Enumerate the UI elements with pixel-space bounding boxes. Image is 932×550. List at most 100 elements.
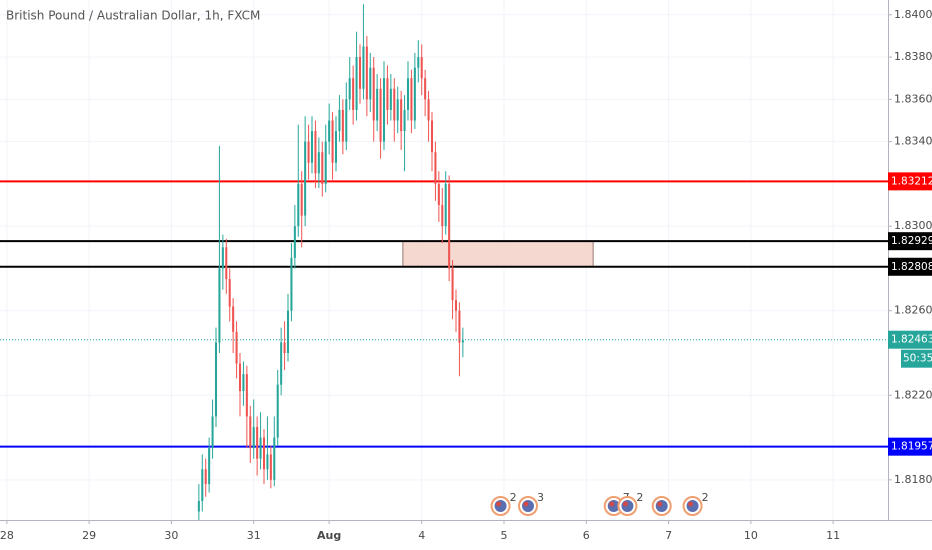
candle-body bbox=[461, 340, 464, 343]
candle-body bbox=[300, 183, 303, 216]
candle-body bbox=[259, 437, 262, 459]
x-tick-label: Aug bbox=[317, 529, 341, 542]
event-flag bbox=[494, 500, 507, 512]
event-count: 2 bbox=[636, 491, 643, 504]
x-tick-label: 7 bbox=[665, 529, 672, 542]
candle-body bbox=[345, 99, 348, 142]
candle-body bbox=[269, 454, 272, 480]
candle-body bbox=[238, 363, 242, 392]
candle-body bbox=[204, 469, 207, 485]
x-tick-label: 11 bbox=[826, 529, 840, 542]
candle-body bbox=[290, 257, 293, 311]
candle-body bbox=[197, 500, 200, 512]
event-flag-detail bbox=[657, 501, 663, 507]
candle-body bbox=[376, 88, 379, 121]
candle-body bbox=[372, 67, 375, 121]
zone bbox=[402, 240, 594, 268]
event-flag-detail bbox=[609, 501, 615, 507]
chart-title: British Pound / Australian Dollar, 1h, F… bbox=[6, 9, 260, 23]
candle-body bbox=[379, 88, 382, 142]
x-tick-label: 28 bbox=[0, 529, 14, 542]
event-flag-detail bbox=[496, 501, 502, 507]
last-price-box bbox=[888, 330, 932, 349]
candle-body bbox=[307, 141, 310, 163]
x-tick-label: 6 bbox=[583, 529, 590, 542]
candle-body bbox=[249, 416, 252, 449]
candle-body bbox=[201, 469, 204, 501]
candle-body bbox=[400, 99, 403, 132]
candle-body bbox=[283, 342, 286, 354]
candle-body bbox=[228, 279, 231, 307]
candle-body bbox=[317, 152, 320, 174]
candle-body bbox=[355, 57, 358, 110]
event-flag-detail bbox=[523, 501, 529, 507]
candle-body bbox=[214, 342, 218, 417]
event-flag-detail bbox=[688, 501, 694, 507]
x-tick-label: 5 bbox=[501, 529, 508, 542]
y-tick-label: 1.82600 bbox=[894, 304, 932, 317]
candle-body bbox=[365, 46, 368, 100]
candle-body bbox=[420, 57, 423, 79]
candle-body bbox=[369, 67, 372, 100]
candle-body bbox=[276, 384, 279, 438]
event-flag bbox=[621, 500, 634, 512]
event-count: 3 bbox=[537, 491, 544, 504]
candle-body bbox=[352, 78, 355, 110]
candle-body bbox=[396, 99, 399, 121]
x-tick-label: 29 bbox=[82, 529, 96, 542]
axes: 1.81800 1.82200 1.82600 1.83000 1.83400 1.836… bbox=[0, 8, 932, 542]
candle-body bbox=[328, 120, 331, 142]
y-tick-label: 1.83400 bbox=[894, 135, 932, 148]
level-label-box bbox=[888, 437, 932, 456]
candle-body bbox=[293, 226, 296, 258]
candle-body bbox=[341, 109, 344, 142]
candle-body bbox=[208, 448, 211, 485]
event-flag bbox=[686, 500, 699, 512]
candle-body bbox=[448, 183, 451, 269]
candle-body bbox=[382, 78, 386, 142]
candle-body bbox=[413, 67, 416, 121]
event-flag-detail bbox=[622, 501, 628, 507]
level-label: 1.81957 bbox=[891, 441, 932, 453]
candle-body bbox=[286, 310, 290, 354]
y-tick-label: 1.82200 bbox=[894, 388, 932, 401]
candle-body bbox=[410, 78, 413, 121]
candle-body bbox=[321, 152, 324, 184]
last-price-label: 1.82463 bbox=[891, 334, 932, 346]
y-tick-label: 1.83800 bbox=[894, 50, 932, 63]
candle-body bbox=[386, 78, 389, 110]
level-label: 1.82929 bbox=[891, 235, 932, 247]
level-label: 1.83212 bbox=[891, 175, 932, 187]
candle-body bbox=[324, 141, 327, 184]
countdown-box bbox=[901, 349, 932, 368]
candle-body bbox=[218, 268, 221, 343]
candle-body bbox=[273, 437, 276, 480]
level-label-box bbox=[888, 257, 932, 276]
candle-body bbox=[458, 310, 461, 343]
y-tick-label: 1.83000 bbox=[894, 219, 932, 232]
candle-body bbox=[235, 331, 238, 364]
plot: 23722 bbox=[0, 4, 888, 520]
event-count: 2 bbox=[702, 491, 709, 504]
candle-body bbox=[444, 183, 447, 227]
candle-body bbox=[314, 131, 317, 174]
x-tick-label: 30 bbox=[164, 529, 178, 542]
countdown-label: 50:35 bbox=[903, 353, 932, 365]
level-label-box bbox=[888, 172, 932, 191]
candle-body bbox=[331, 120, 334, 163]
candle-body bbox=[406, 78, 410, 110]
candle-body bbox=[441, 205, 444, 227]
candle-body bbox=[280, 342, 283, 385]
y-tick-label: 1.84000 bbox=[894, 8, 932, 21]
candle-body bbox=[427, 99, 430, 121]
x-tick-label: 4 bbox=[418, 529, 425, 542]
candle-body bbox=[232, 306, 235, 332]
candle-body bbox=[389, 88, 392, 110]
candle-body bbox=[245, 374, 248, 417]
candle-body bbox=[424, 78, 427, 100]
candle-body bbox=[225, 247, 228, 280]
event-count: 2 bbox=[510, 491, 517, 504]
